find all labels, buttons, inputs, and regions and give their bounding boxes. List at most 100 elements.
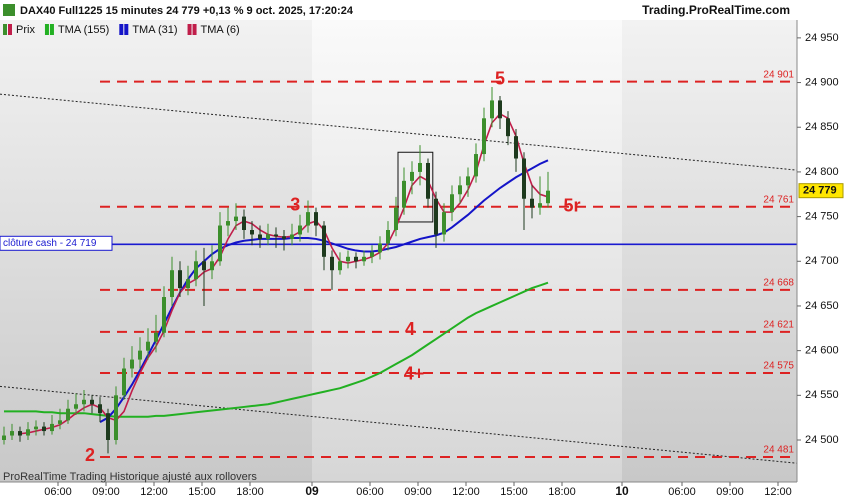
candle-body (170, 270, 174, 298)
candle-body (90, 399, 94, 405)
indicator-line (4, 281, 549, 418)
candle-body (506, 118, 510, 137)
legend-swatch (124, 24, 129, 35)
header-bar (0, 0, 850, 20)
candle-body (26, 429, 30, 436)
candle-body (210, 261, 214, 271)
last-price-box (798, 183, 844, 199)
y-tick-label: 24 650 (805, 300, 839, 312)
candle-body (202, 261, 206, 271)
legend-swatch (192, 24, 197, 35)
legend-label: TMA (31) (132, 24, 177, 36)
candle-body (314, 212, 318, 226)
x-tick-label: 09:00 (92, 486, 120, 498)
highlight-box (397, 151, 434, 223)
candle-body (522, 158, 526, 199)
candle-body (266, 234, 270, 239)
candle-body (306, 212, 310, 226)
candle-body (402, 180, 406, 208)
candle-body (442, 212, 446, 235)
x-tick-label: 18:00 (548, 486, 576, 498)
x-axis-bar (0, 482, 850, 500)
legend: Prix TMA (155) TMA (31) TMA (6) (3, 24, 240, 36)
candle-body (362, 256, 366, 262)
candle-body (98, 404, 102, 414)
candle-body (234, 216, 238, 222)
x-tick-label: 18:00 (236, 486, 264, 498)
day-region (622, 20, 797, 482)
candle-body (178, 270, 182, 289)
cash-close-box (0, 235, 113, 251)
candle-body (122, 368, 126, 396)
candle-body (338, 261, 342, 271)
candle-body (18, 431, 22, 436)
y-tick-label: 24 550 (805, 389, 839, 401)
candle-body (378, 243, 382, 253)
y-tick-label: 24 850 (805, 121, 839, 133)
level-label: 24 575 (763, 361, 794, 372)
candle-body (258, 234, 262, 239)
candle-body (186, 279, 190, 289)
candle-body (10, 431, 14, 436)
candle-body (346, 256, 350, 262)
candle-body (498, 100, 502, 119)
legend-label: Prix (16, 24, 35, 36)
candle-body (466, 176, 470, 186)
candle-body (274, 234, 278, 237)
x-tick-label: 12:00 (452, 486, 480, 498)
candle-body (354, 256, 358, 262)
x-tick-label: 09:00 (404, 486, 432, 498)
candle-body (114, 395, 118, 440)
candle-body (226, 221, 230, 226)
chart-title: DAX40 Full1225 15 minutes 24 779 +0,13 %… (20, 5, 354, 17)
y-tick-label: 24 950 (805, 32, 839, 44)
candle-body (250, 230, 254, 235)
candle-body (530, 198, 534, 208)
x-tick-label: 15:00 (500, 486, 528, 498)
icon (3, 4, 15, 16)
candle-body (82, 399, 86, 405)
candle-body (330, 256, 334, 271)
candle-body (458, 185, 462, 195)
candle-body (370, 252, 374, 257)
candle-body (482, 118, 486, 155)
x-tick-label: 09 (305, 484, 319, 498)
level-label: 24 668 (763, 278, 794, 289)
trendline (0, 385, 798, 464)
candle-body (386, 230, 390, 244)
x-tick-label: 06:00 (356, 486, 384, 498)
annotation: 3 (290, 195, 300, 215)
candle-body (194, 261, 198, 280)
cash-close-label: clôture cash - 24 719 (3, 238, 97, 249)
annotation: 2 (85, 445, 95, 465)
source: Trading.ProRealTime.com (642, 3, 790, 17)
annotation: 4+ (404, 364, 425, 384)
y-tick-label: 24 900 (805, 76, 839, 88)
legend-swatch (187, 24, 192, 35)
y-tick-label: 24 800 (805, 166, 839, 178)
candle-body (490, 100, 494, 119)
candle-body (130, 359, 134, 369)
y-tick-label: 24 750 (805, 211, 839, 223)
legend-swatch (119, 24, 124, 35)
candle-body (410, 171, 414, 181)
level-label: 24 481 (763, 445, 794, 456)
candle-body (450, 194, 454, 213)
candle-body (42, 426, 46, 432)
annotation: 5 (495, 69, 505, 89)
candle-body (154, 332, 158, 342)
candle-body (426, 162, 430, 199)
candle-body (74, 404, 78, 409)
candle-body (242, 216, 246, 230)
plot: 24 901 24 761 24 668 24 621 24 575 24 481 clôt… (0, 69, 798, 465)
candle-body (290, 234, 294, 239)
candle-body (138, 350, 142, 360)
candle-body (34, 426, 38, 430)
annotation: 5r (563, 196, 580, 216)
level-label: 24 621 (763, 320, 794, 331)
annotation: 4 (405, 319, 415, 339)
candle-body (322, 225, 326, 257)
candle-body (474, 154, 478, 177)
candle-body (66, 408, 70, 421)
